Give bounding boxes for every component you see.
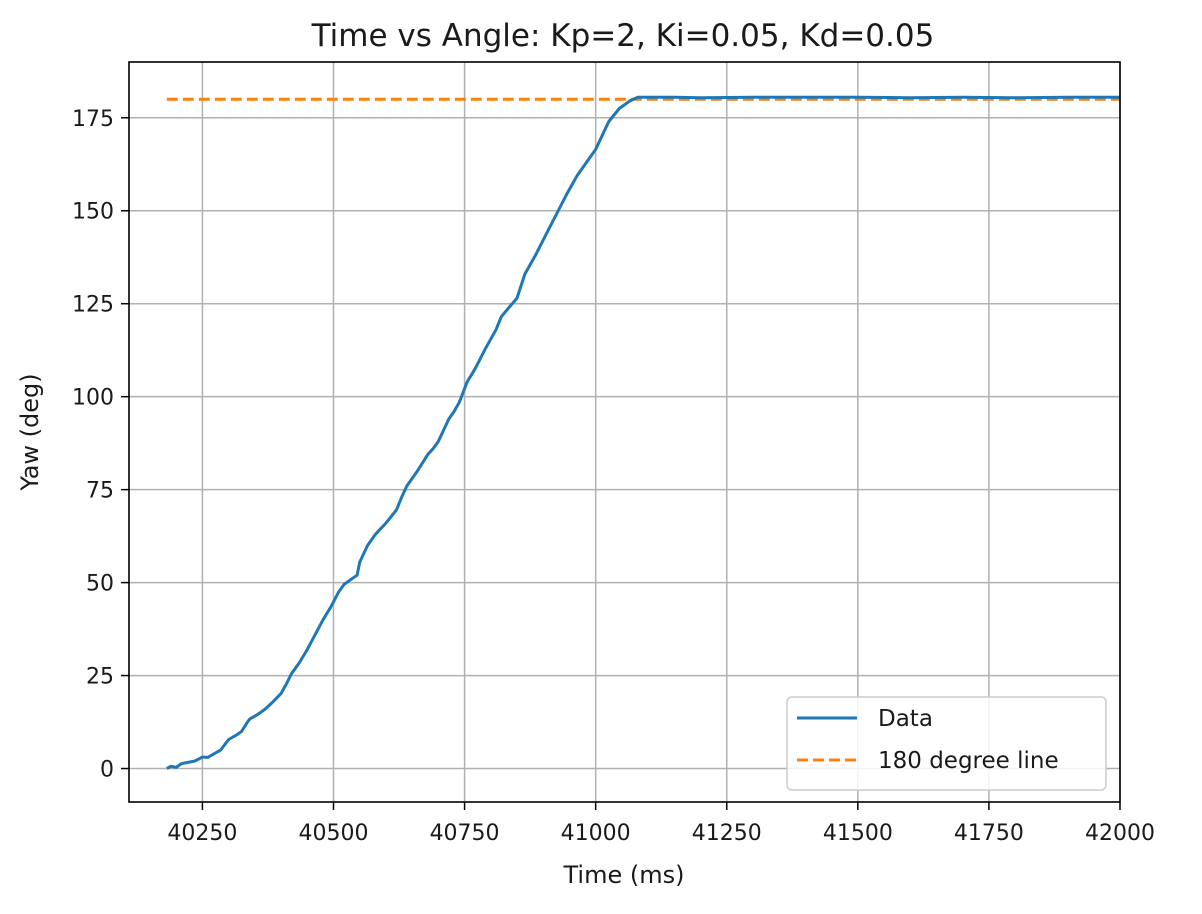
legend: Data 180 degree line [786,696,1107,791]
legend-label-180-line: 180 degree line [878,748,1059,774]
y-axis-label: Yaw (deg) [16,373,44,491]
grid [129,62,1121,802]
x-tick-label: 41000 [561,821,631,846]
y-tick-label: 25 [86,665,114,690]
chart-title: Time vs Angle: Kp=2, Ki=0.05, Kd=0.05 [311,18,935,54]
y-tick-label: 100 [72,386,114,411]
x-tick-label: 40500 [298,821,368,846]
x-tick-label: 42000 [1085,821,1155,846]
y-tick-label: 150 [72,200,114,225]
x-tick-label: 41750 [954,821,1024,846]
y-tick-label: 125 [72,293,114,318]
x-tick-label: 40750 [430,821,500,846]
y-tick-label: 0 [100,758,114,783]
series-layer [166,95,1120,770]
x-tick-label: 40250 [167,821,237,846]
legend-label-data: Data [878,706,933,732]
y-tick-label: 50 [86,572,114,597]
plot-frame [128,61,1121,803]
series-line-data [166,95,1120,770]
x-tick-label: 41500 [823,821,893,846]
x-axis-label: Time (ms) [563,861,685,889]
y-tick-label: 175 [72,107,114,132]
ticks: 40250 40500 40750 41000 41250 41500 41750 42000… [72,107,1155,846]
x-tick-label: 41250 [692,821,762,846]
legend-box [786,696,1107,791]
y-tick-label: 75 [86,479,114,504]
